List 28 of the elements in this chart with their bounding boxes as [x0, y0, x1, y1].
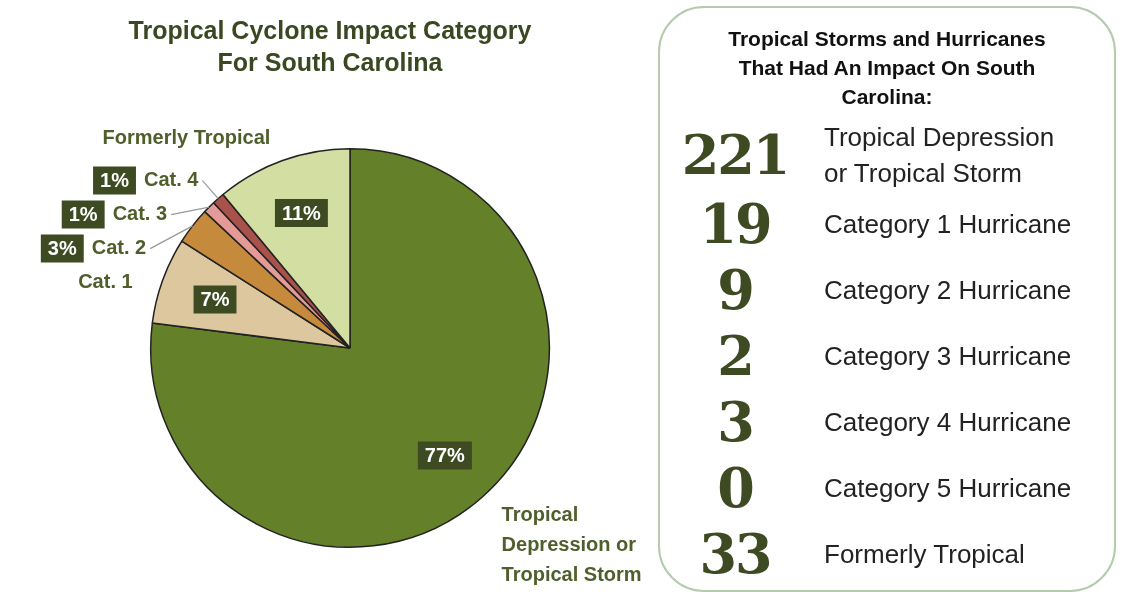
category-label: Category 2 Hurricane: [823, 274, 1073, 307]
data-label: 3: [716, 390, 754, 454]
data-label: 3%: [47, 237, 77, 260]
text: Tropical Storms and Hurricanes That Had An Impact On South Carolina:: [727, 26, 1047, 110]
data-label: 1%: [68, 203, 98, 226]
data-label: 11%: [281, 201, 322, 224]
category-label: Category 3 Hurricane: [823, 340, 1073, 373]
slice-label: Cat. 4: [143, 168, 200, 191]
data-label: 77%: [424, 444, 466, 467]
data-label: 7%: [200, 287, 230, 310]
data-label: 1%: [100, 169, 130, 192]
data-label: 0: [716, 456, 754, 520]
slice-label: Tropical Depression or Tropical Storm: [501, 502, 642, 585]
category-label: Category 1 Hurricane: [823, 208, 1073, 241]
slice-label: Cat. 1: [78, 270, 133, 293]
slice-label: Formerly Tropical: [102, 125, 271, 148]
category-label: Category 4 Hurricane: [823, 406, 1073, 439]
slice-label: Cat. 3: [112, 202, 168, 225]
data-label: 33: [698, 522, 772, 586]
category-label: Category 5 Hurricane: [823, 472, 1073, 505]
chart-title: Tropical Cyclone Impact Category For South Carolina: [127, 15, 533, 78]
data-label: 2: [716, 324, 754, 388]
data-label: 9: [716, 258, 754, 322]
slice-label: Cat. 2: [91, 236, 147, 259]
category-label: Formerly Tropical: [823, 538, 1026, 571]
category-label: Tropical Depression or Tropical Storm: [823, 121, 1056, 190]
data-label: 221: [680, 123, 790, 187]
data-label: 19: [698, 192, 772, 256]
